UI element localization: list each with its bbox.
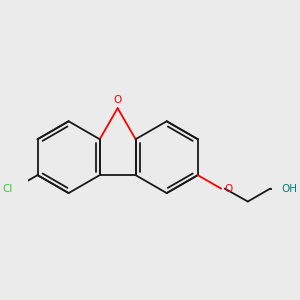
Text: O: O bbox=[113, 95, 122, 105]
Text: OH: OH bbox=[282, 184, 298, 194]
Text: Cl: Cl bbox=[2, 184, 12, 194]
Text: O: O bbox=[224, 184, 232, 194]
